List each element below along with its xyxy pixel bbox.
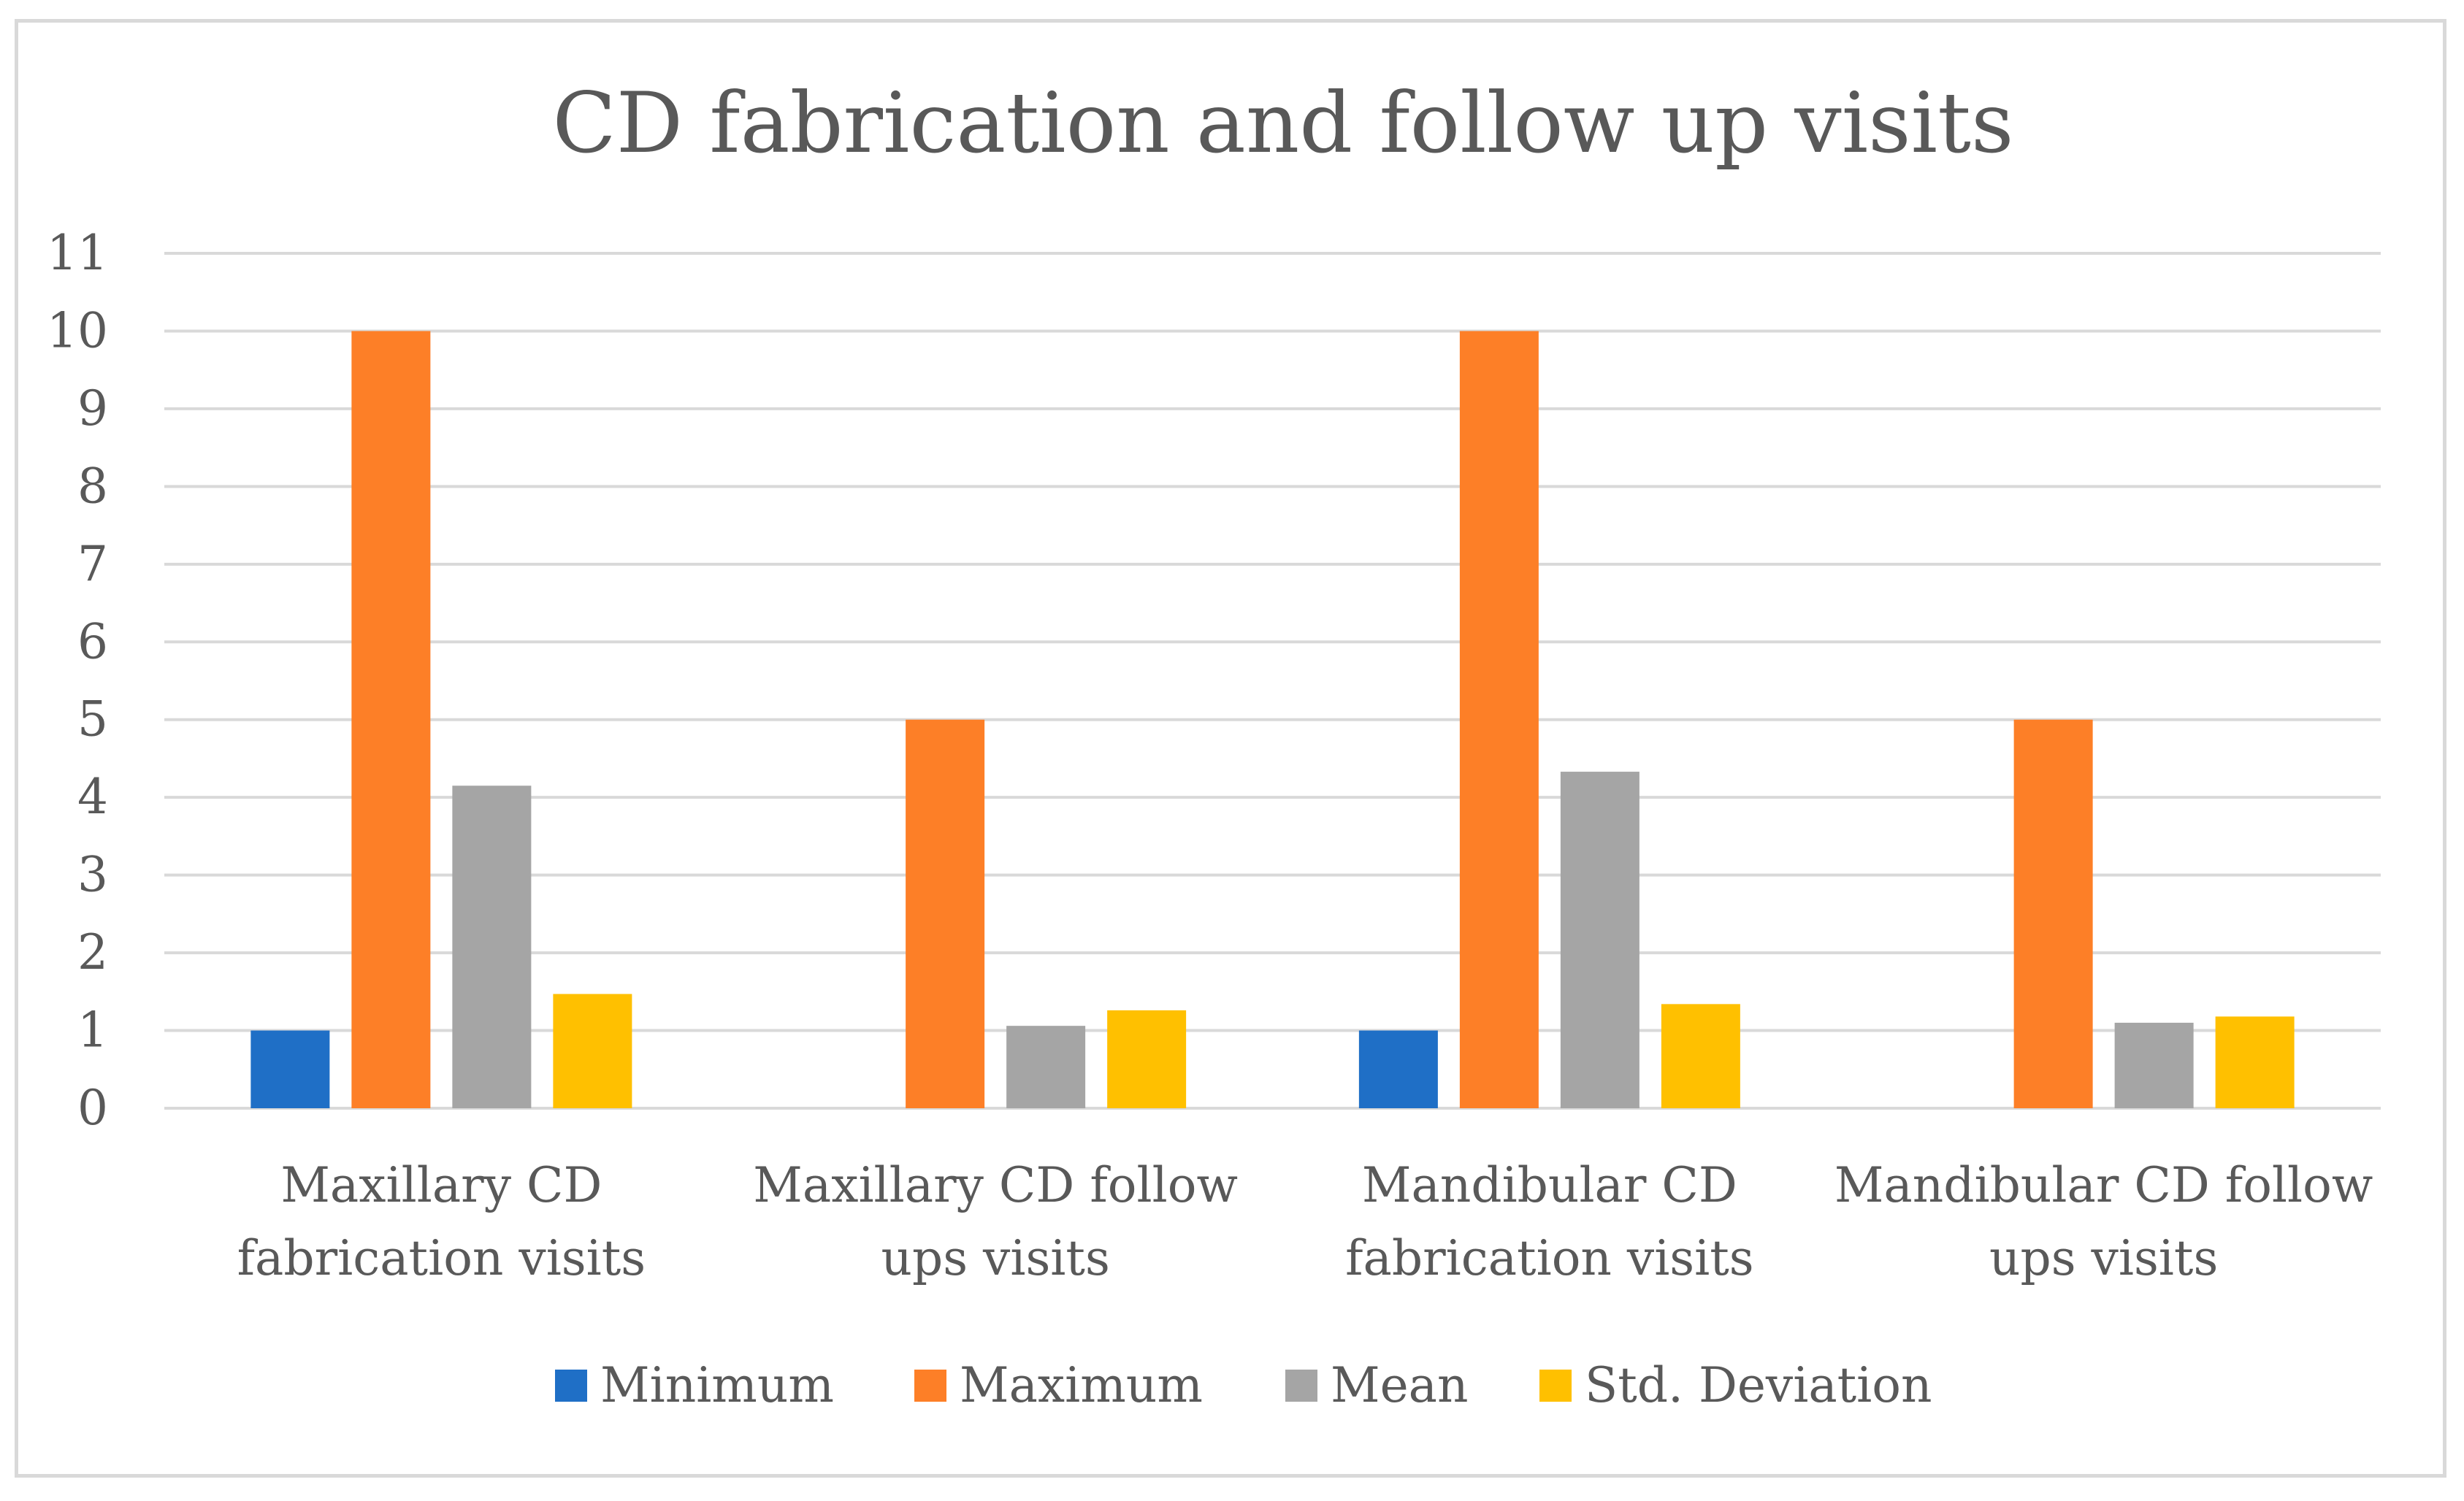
y-tick-label: 4 <box>77 769 108 825</box>
bar-std-deviation-1 <box>1107 1010 1187 1108</box>
x-category-label: Mandibular CD follow <box>1834 1157 2373 1213</box>
bar-maximum-3 <box>2013 719 2093 1108</box>
x-category-label: fabrication visits <box>1345 1230 1754 1286</box>
gridlines <box>164 252 2381 1110</box>
bar-std-deviation-0 <box>553 994 632 1108</box>
x-category-label: Maxillary CD <box>280 1157 602 1213</box>
bar-maximum-1 <box>906 719 985 1108</box>
y-tick-label: 9 <box>77 380 108 437</box>
y-tick-label: 6 <box>77 613 108 669</box>
y-axis-ticks: 0 1 2 3 4 5 6 7 8 9 10 11 <box>47 225 108 1136</box>
legend-label: Mean <box>1331 1357 1469 1413</box>
y-tick-label: 7 <box>77 536 108 592</box>
bar-mean-0 <box>452 786 532 1108</box>
x-category-label: Mandibular CD <box>1362 1157 1737 1213</box>
bar-series <box>250 331 2295 1108</box>
bar-maximum-2 <box>1459 331 1539 1108</box>
bar-mean-2 <box>1560 772 1640 1108</box>
bar-minimum-0 <box>250 1030 330 1108</box>
y-tick-label: 11 <box>47 225 108 281</box>
x-axis-labels: Maxillary CD fabrication visits Maxillary … <box>237 1157 2373 1286</box>
x-category-label: ups visits <box>881 1230 1109 1286</box>
chart-title: CD fabrication and follow up visits <box>553 74 2014 172</box>
bar-std-deviation-3 <box>2215 1016 2295 1108</box>
legend-label: Maximum <box>960 1357 1203 1413</box>
y-tick-label: 2 <box>77 924 108 980</box>
bar-minimum-2 <box>1358 1030 1438 1108</box>
legend-swatch-3 <box>1539 1370 1572 1402</box>
y-tick-label: 5 <box>77 691 108 748</box>
legend-swatch-2 <box>1285 1370 1317 1402</box>
bar-std-deviation-2 <box>1661 1004 1740 1108</box>
bar-maximum-0 <box>351 331 431 1108</box>
y-tick-label: 10 <box>47 302 108 358</box>
y-tick-label: 0 <box>77 1080 108 1136</box>
x-category-label: fabrication visits <box>237 1230 646 1286</box>
x-category-label: ups visits <box>1989 1230 2218 1286</box>
x-category-label: Maxillary CD follow <box>753 1157 1238 1213</box>
y-tick-label: 8 <box>77 458 108 514</box>
bar-mean-1 <box>1006 1026 1086 1108</box>
legend-label: Std. Deviation <box>1585 1357 1932 1413</box>
legend-label: Minimum <box>600 1357 834 1413</box>
bar-mean-3 <box>2114 1022 2194 1108</box>
legend-swatch-0 <box>555 1370 587 1402</box>
y-tick-label: 1 <box>77 1002 108 1059</box>
y-tick-label: 3 <box>77 847 108 903</box>
legend: Minimum Maximum Mean Std. Deviation <box>555 1357 1932 1413</box>
legend-swatch-1 <box>914 1370 946 1402</box>
